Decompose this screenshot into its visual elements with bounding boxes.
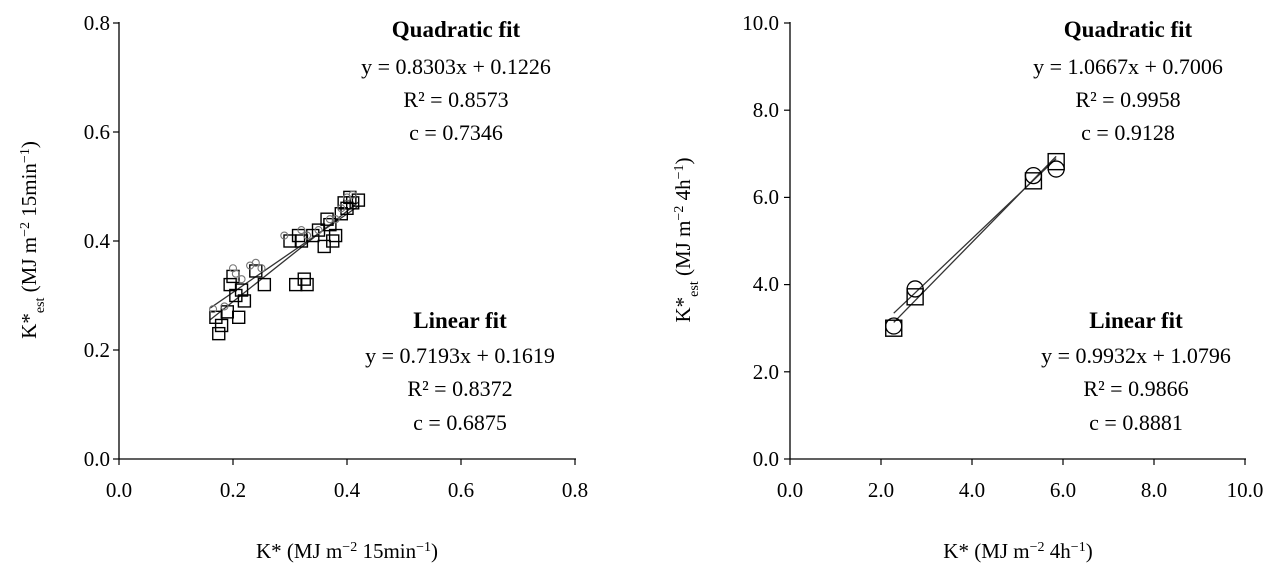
- right-tick-marks: [784, 22, 1246, 465]
- left-linear-equation: y = 0.7193x + 0.1619: [365, 343, 555, 368]
- right-x-tick-label: 0.0: [777, 478, 803, 502]
- right-quadratic-r2: R² = 0.9958: [1075, 87, 1180, 112]
- right-point-circle: [906, 280, 924, 298]
- left-quadratic-c: c = 0.7346: [409, 120, 503, 145]
- right-quadratic-equation: y = 1.0667x + 0.7006: [1033, 54, 1223, 79]
- right-linear-title: Linear fit: [1089, 308, 1183, 333]
- right-point-square: [1047, 152, 1065, 171]
- left-point-circle: [209, 305, 218, 314]
- right-point-circle: [1047, 160, 1065, 178]
- left-plot-marks: [209, 190, 366, 341]
- left-linear-c: c = 0.6875: [413, 410, 507, 435]
- left-x-tick-label: 0.0: [106, 478, 132, 502]
- left-point-square: [300, 277, 314, 292]
- left-x-axis-label: K* (MJ m−2 15min−1): [256, 539, 438, 563]
- left-point-circle: [337, 204, 346, 213]
- chart-right: 0.0 2.0 4.0 6.0 8.0 10.0 0.0 2.0 4.0 6.0…: [671, 11, 1263, 563]
- left-point-square: [351, 193, 366, 207]
- left-y-axis-label: K*est (MJ m−2 15min−1): [17, 141, 48, 339]
- chart-left: 0.0 0.2 0.4 0.6 0.8 0.0 0.2 0.4 0.6 0.8 …: [17, 11, 588, 563]
- right-linear-c: c = 0.8881: [1089, 410, 1183, 435]
- left-point-circle: [314, 226, 323, 235]
- left-x-tick-label: 0.8: [562, 478, 588, 502]
- right-x-tick-label: 6.0: [1050, 478, 1076, 502]
- left-quadratic-equation: y = 0.8303x + 0.1226: [361, 54, 551, 79]
- right-linear-r2: R² = 0.9866: [1083, 376, 1188, 401]
- right-point-square: [1024, 172, 1043, 190]
- right-y-tick-label: 10.0: [742, 11, 779, 35]
- left-point-circle: [303, 231, 312, 240]
- left-linear-r2: R² = 0.8372: [407, 376, 512, 401]
- left-point-square: [234, 283, 249, 297]
- right-y-axis-label: K*est (MJ m−2 4h−1): [671, 158, 702, 323]
- right-quadratic-c: c = 0.9128: [1081, 120, 1175, 145]
- left-x-tick-label: 0.6: [448, 478, 474, 502]
- left-x-tick-label: 0.4: [334, 478, 361, 502]
- left-point-circle: [348, 190, 357, 199]
- right-quadratic-title: Quadratic fit: [1064, 17, 1193, 42]
- right-y-tick-label: 6.0: [753, 185, 779, 209]
- right-x-tick-label: 4.0: [959, 478, 985, 502]
- right-point-circle: [885, 317, 903, 335]
- right-y-tick-label: 0.0: [753, 447, 779, 471]
- right-linear-equation: y = 0.9932x + 1.0796: [1041, 343, 1231, 368]
- left-point-circle: [220, 302, 229, 311]
- right-point-circle: [1024, 166, 1043, 185]
- left-y-tick-label: 0.6: [84, 120, 110, 144]
- right-x-tick-label: 2.0: [868, 478, 894, 502]
- left-point-circle: [257, 264, 266, 273]
- left-y-tick-label: 0.8: [84, 11, 110, 35]
- left-point-circle: [251, 258, 260, 267]
- right-x-tick-label: 8.0: [1141, 478, 1167, 502]
- left-tick-marks: [113, 22, 576, 465]
- left-point-circle: [325, 215, 334, 224]
- left-linear-title: Linear fit: [413, 308, 507, 333]
- left-point-square: [231, 310, 246, 324]
- right-plot-marks: [885, 152, 1065, 337]
- left-x-tick-label: 0.2: [220, 478, 246, 502]
- right-linear-fit-line: [893, 158, 1057, 314]
- left-point-square: [212, 326, 226, 341]
- right-y-tick-label: 4.0: [753, 272, 779, 296]
- right-point-square: [906, 288, 924, 306]
- left-point-square: [237, 294, 252, 308]
- left-quadratic-title: Quadratic fit: [392, 17, 521, 42]
- left-point-square: [328, 228, 343, 243]
- left-y-tick-label: 0.4: [84, 229, 111, 253]
- left-y-tick-label: 0.0: [84, 447, 110, 471]
- right-y-tick-label: 8.0: [753, 98, 779, 122]
- left-point-circle: [231, 269, 240, 278]
- right-y-tick-label: 2.0: [753, 360, 779, 384]
- left-point-square: [257, 277, 272, 292]
- left-quadratic-r2: R² = 0.8573: [403, 87, 508, 112]
- left-point-circle: [237, 275, 246, 284]
- left-point-circle: [297, 226, 306, 235]
- left-point-square: [249, 264, 263, 278]
- right-x-axis-label: K* (MJ m−2 4h−1): [943, 539, 1092, 563]
- right-x-tick-label: 10.0: [1227, 478, 1264, 502]
- left-point-circle: [331, 215, 340, 224]
- left-point-circle: [280, 231, 289, 240]
- left-point-square: [214, 318, 229, 333]
- left-y-tick-label: 0.2: [84, 338, 110, 362]
